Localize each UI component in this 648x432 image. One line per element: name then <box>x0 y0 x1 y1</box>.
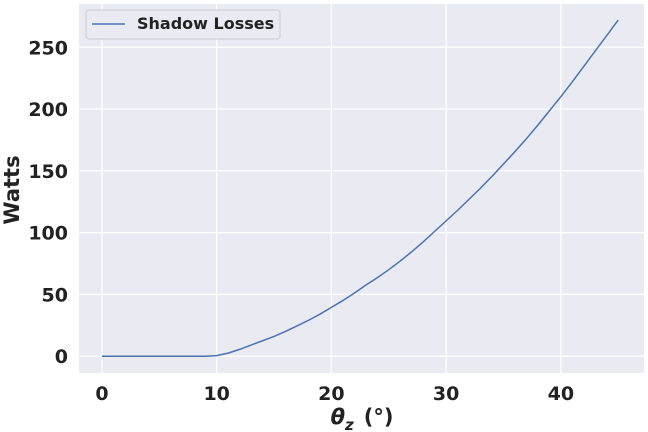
x-axis-label-subscript: z <box>344 416 354 432</box>
y-tick-label: 50 <box>42 284 68 306</box>
series-line-shadow-losses <box>101 19 619 357</box>
y-tick-label: 200 <box>28 99 68 121</box>
series-layer <box>101 19 619 357</box>
x-tick-label: 10 <box>203 383 229 405</box>
x-axis-label-unit: (°) <box>364 405 394 429</box>
legend-label-shadow-losses: Shadow Losses <box>137 14 274 33</box>
x-tick-label: 30 <box>433 383 459 405</box>
x-tick-label: 0 <box>95 383 108 405</box>
y-tick-label: 250 <box>28 37 68 59</box>
legend-box <box>85 9 281 40</box>
x-axis-label-theta: θ <box>331 405 345 429</box>
y-tick-labels: 0 50 100 150 200 250 <box>28 37 68 368</box>
y-tick-label: 0 <box>55 346 68 368</box>
x-axis-label: θz (°) <box>331 405 394 432</box>
y-tick-label: 150 <box>28 161 68 183</box>
x-tick-label: 20 <box>318 383 344 405</box>
x-tick-labels: 0 10 20 30 40 <box>95 383 574 405</box>
y-tick-label: 100 <box>28 223 68 245</box>
y-axis-label: Watts <box>0 155 24 224</box>
plot-area <box>79 4 644 373</box>
legend: Shadow Losses <box>85 9 281 40</box>
x-tick-label: 40 <box>548 383 574 405</box>
